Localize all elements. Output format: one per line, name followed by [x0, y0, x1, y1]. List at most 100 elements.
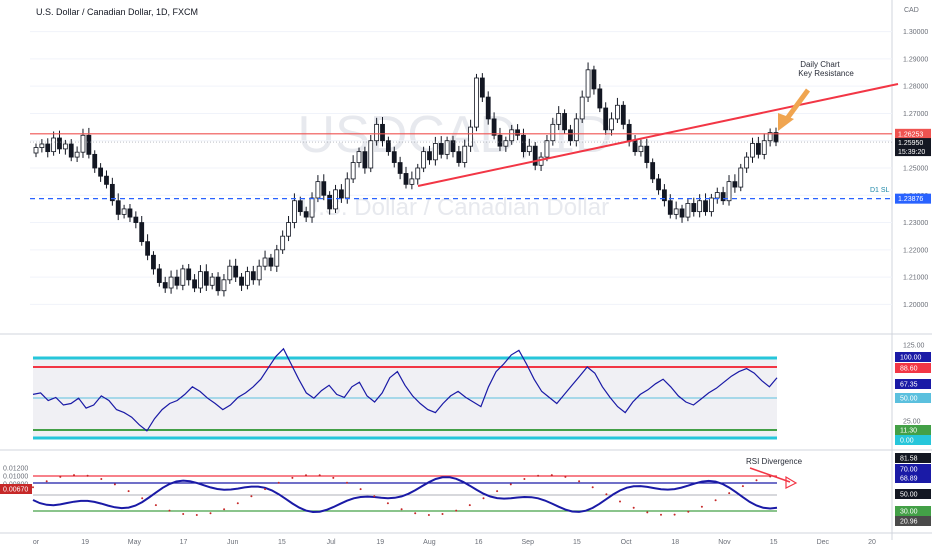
candle[interactable] — [350, 155, 356, 183]
candle[interactable] — [720, 186, 726, 205]
candle[interactable] — [162, 276, 168, 293]
candle[interactable] — [33, 143, 39, 158]
candle[interactable] — [385, 136, 391, 156]
candle[interactable] — [509, 124, 515, 145]
candle[interactable] — [115, 193, 121, 221]
candle[interactable] — [503, 136, 509, 152]
candle[interactable] — [609, 112, 614, 136]
candle[interactable] — [227, 259, 233, 284]
candle[interactable] — [615, 97, 620, 123]
candle[interactable] — [526, 138, 532, 156]
candle[interactable] — [679, 204, 685, 223]
candle[interactable] — [262, 250, 268, 271]
candle[interactable] — [703, 193, 708, 216]
candle[interactable] — [462, 139, 468, 168]
candle[interactable] — [750, 137, 755, 163]
candle[interactable] — [109, 177, 115, 206]
candle[interactable] — [450, 135, 456, 158]
candle[interactable] — [585, 62, 591, 102]
candle[interactable] — [92, 150, 98, 173]
candle[interactable] — [632, 135, 638, 156]
time-axis[interactable]: or 19 May 17 Jun 15 Jul 19 Aug 16 Sep 15 Oct 18 Nov 15 D… — [33, 539, 876, 546]
candle[interactable] — [474, 73, 479, 132]
candle[interactable] — [562, 109, 567, 134]
candle[interactable] — [74, 146, 80, 162]
divergence-arrow[interactable] — [749, 467, 791, 483]
candle[interactable] — [356, 147, 362, 168]
candle[interactable] — [362, 146, 368, 174]
candle[interactable] — [168, 270, 174, 294]
candle[interactable] — [732, 174, 738, 193]
candle[interactable] — [397, 156, 403, 180]
candle[interactable] — [550, 117, 556, 146]
candle[interactable] — [268, 253, 274, 272]
candle[interactable] — [491, 112, 497, 140]
candle[interactable] — [98, 163, 104, 182]
candle[interactable] — [156, 264, 162, 287]
candle[interactable] — [104, 170, 109, 189]
candle[interactable] — [573, 113, 579, 147]
candle[interactable] — [186, 264, 192, 286]
candle[interactable] — [45, 138, 51, 158]
candle[interactable] — [744, 152, 750, 173]
candle[interactable] — [662, 184, 667, 207]
candle[interactable] — [80, 128, 86, 158]
candle[interactable] — [656, 174, 661, 195]
candle[interactable] — [315, 175, 321, 203]
candle[interactable] — [544, 135, 550, 162]
candle[interactable] — [444, 136, 450, 160]
candle[interactable] — [456, 145, 462, 167]
candle[interactable] — [215, 272, 221, 296]
candlestick-series[interactable] — [33, 62, 779, 297]
candle[interactable] — [203, 264, 209, 291]
candle[interactable] — [209, 273, 215, 290]
price-axis[interactable]: 1.300001.290001.280001.270001.260001.250… — [903, 29, 928, 309]
candle[interactable] — [303, 206, 309, 222]
rising-trendline[interactable] — [417, 83, 899, 187]
candle[interactable] — [468, 119, 474, 152]
candle[interactable] — [415, 163, 421, 185]
candle[interactable] — [280, 230, 286, 254]
rsi-line[interactable] — [32, 347, 778, 432]
candle[interactable] — [62, 139, 68, 155]
candle[interactable] — [174, 269, 180, 290]
candle[interactable] — [485, 91, 491, 125]
candle[interactable] — [767, 128, 773, 147]
candle[interactable] — [327, 191, 333, 215]
candle[interactable] — [497, 127, 503, 152]
annotation-arrow[interactable] — [778, 88, 811, 131]
candle[interactable] — [591, 65, 597, 95]
candle[interactable] — [579, 90, 585, 123]
candle[interactable] — [374, 117, 380, 146]
candle[interactable] — [532, 142, 538, 171]
candle[interactable] — [738, 163, 744, 192]
candle[interactable] — [515, 124, 520, 141]
candle[interactable] — [755, 136, 761, 159]
candle[interactable] — [309, 192, 315, 223]
candle[interactable] — [333, 184, 338, 213]
candle[interactable] — [256, 259, 262, 286]
candle[interactable] — [391, 146, 397, 168]
candle[interactable] — [556, 106, 562, 131]
candle[interactable] — [250, 265, 256, 285]
candle[interactable] — [198, 265, 203, 293]
candle[interactable] — [121, 204, 127, 219]
candle[interactable] — [432, 136, 438, 166]
candle[interactable] — [321, 174, 327, 201]
candle[interactable] — [133, 211, 139, 229]
candle[interactable] — [274, 244, 280, 272]
candle[interactable] — [239, 273, 244, 291]
candle[interactable] — [650, 158, 656, 183]
candle[interactable] — [233, 258, 239, 282]
candle[interactable] — [691, 197, 697, 217]
candle[interactable] — [403, 166, 409, 189]
candle[interactable] — [180, 264, 186, 291]
candle[interactable] — [773, 127, 779, 147]
candle[interactable] — [380, 117, 385, 147]
candle[interactable] — [479, 73, 485, 102]
candle[interactable] — [368, 135, 374, 173]
candle[interactable] — [714, 187, 720, 204]
candle[interactable] — [57, 130, 62, 154]
candle[interactable] — [667, 194, 673, 219]
candle[interactable] — [685, 198, 691, 222]
